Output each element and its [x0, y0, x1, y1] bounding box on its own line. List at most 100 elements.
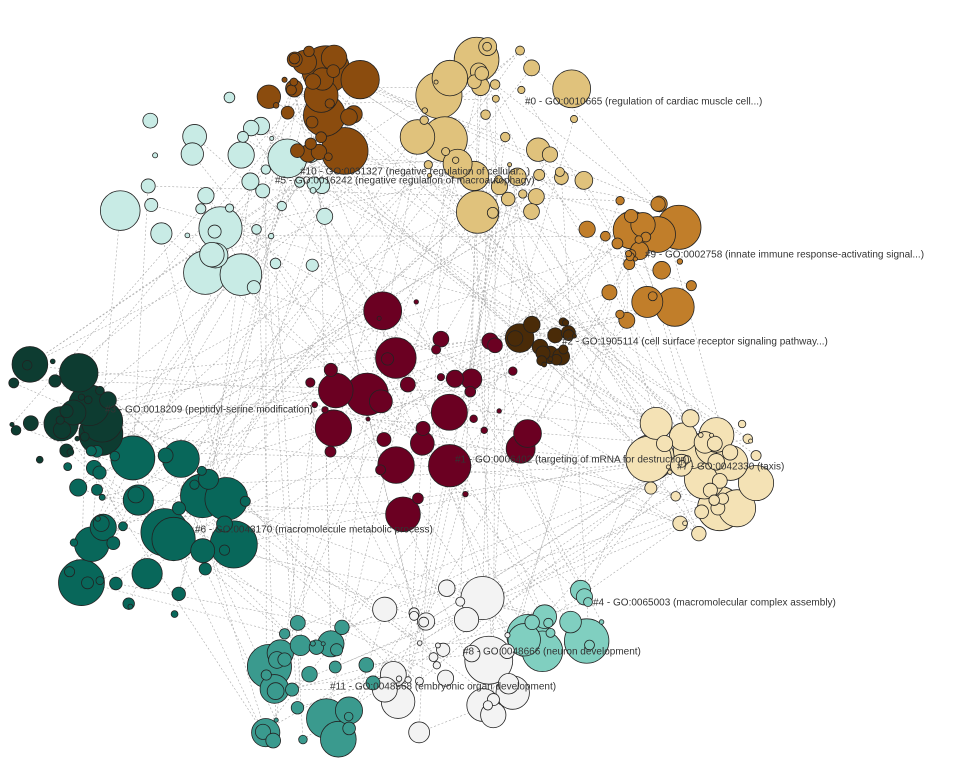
node — [624, 209, 637, 222]
node — [544, 618, 553, 627]
node — [400, 120, 435, 155]
node — [616, 196, 624, 204]
node — [584, 598, 593, 607]
node — [377, 432, 391, 446]
node — [475, 67, 489, 81]
node — [325, 446, 336, 457]
node — [645, 482, 657, 494]
node — [470, 415, 478, 423]
node — [373, 597, 397, 621]
node — [518, 86, 525, 93]
node — [381, 353, 393, 365]
cluster-label: #8 - GO:0048666 (neuron development) — [463, 647, 641, 658]
node — [501, 132, 510, 141]
edge — [447, 499, 723, 589]
node — [302, 667, 317, 682]
node — [278, 653, 291, 666]
node — [171, 611, 178, 618]
node — [50, 359, 55, 364]
node — [377, 316, 381, 320]
node — [376, 465, 386, 475]
node — [322, 407, 328, 413]
node — [653, 261, 671, 279]
node — [542, 362, 547, 367]
node — [738, 420, 746, 428]
node — [509, 367, 517, 375]
node — [563, 320, 569, 326]
node — [219, 545, 229, 555]
node — [671, 491, 681, 501]
cluster-label: #7 - GO:0042330 (taxis) — [677, 462, 784, 473]
edge — [542, 361, 656, 424]
edge — [521, 90, 617, 244]
node — [153, 153, 158, 158]
node — [22, 360, 32, 370]
node — [749, 439, 753, 443]
node — [158, 448, 173, 463]
edge — [187, 235, 645, 237]
node — [692, 526, 706, 540]
node — [343, 722, 356, 735]
node — [410, 611, 419, 620]
node — [224, 92, 235, 103]
node — [208, 225, 221, 238]
node — [546, 628, 555, 637]
node — [433, 331, 449, 347]
node — [172, 587, 185, 600]
node — [316, 132, 327, 143]
node — [110, 577, 123, 590]
node — [601, 231, 611, 241]
node — [305, 74, 321, 90]
node — [668, 470, 672, 474]
node — [291, 701, 303, 713]
node — [291, 144, 305, 158]
node — [185, 233, 190, 238]
node — [306, 378, 315, 387]
node — [378, 447, 415, 484]
cluster-label: #2 - GO:1905114 (cell surface receptor s… — [562, 337, 828, 348]
node — [452, 157, 458, 163]
cluster-label: #11 - GO:0048568 (embryonic organ develo… — [330, 682, 556, 693]
node — [507, 331, 522, 346]
node — [191, 539, 215, 563]
node — [9, 378, 19, 388]
node — [516, 46, 525, 55]
node — [270, 258, 281, 269]
node — [514, 420, 542, 448]
node — [247, 281, 260, 294]
node — [487, 207, 498, 218]
edge — [133, 186, 148, 458]
node — [548, 328, 563, 343]
node — [70, 539, 77, 546]
node — [237, 131, 248, 142]
node — [252, 225, 262, 235]
node — [78, 394, 84, 400]
node — [172, 502, 185, 515]
nodes — [9, 37, 774, 757]
node — [290, 616, 305, 631]
node — [433, 662, 440, 669]
node — [570, 115, 577, 122]
node — [683, 521, 688, 526]
node — [329, 661, 341, 673]
node — [23, 416, 38, 431]
node — [96, 386, 105, 395]
node — [315, 410, 351, 446]
node — [225, 204, 233, 212]
node — [152, 517, 195, 560]
node — [268, 233, 273, 238]
node — [36, 456, 43, 463]
node — [261, 670, 271, 680]
node — [317, 208, 333, 224]
node — [438, 580, 455, 597]
node — [625, 251, 631, 257]
node — [524, 204, 540, 220]
node — [497, 409, 502, 414]
node — [409, 722, 430, 743]
node — [501, 192, 515, 206]
node — [286, 85, 296, 95]
edge — [532, 236, 606, 324]
node — [75, 436, 80, 441]
